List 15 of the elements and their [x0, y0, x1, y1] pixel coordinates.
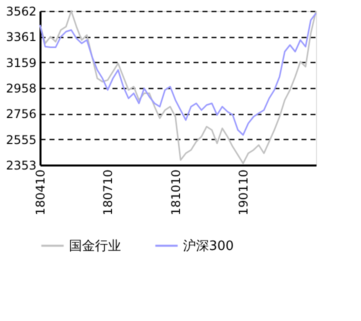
x-tick-label: 180710: [101, 170, 116, 216]
y-tick-label: 3562: [6, 4, 36, 18]
x-tick-label: 190110: [236, 170, 251, 216]
y-tick-label: 3361: [6, 30, 36, 44]
x-tick-label: 181010: [168, 170, 183, 216]
line-series: [39, 10, 317, 164]
y-tick-label: 3159: [6, 56, 36, 70]
line-series: [39, 12, 317, 136]
y-tick-label: 2958: [6, 81, 36, 96]
legend-label: 沪深300: [183, 238, 234, 254]
y-tick-label: 2353: [6, 158, 36, 172]
y-tick-label: 2756: [6, 107, 36, 122]
x-tick-label: 180410: [34, 170, 48, 216]
y-tick-label: 2555: [6, 132, 36, 147]
legend-label: 国金行业: [69, 238, 121, 254]
